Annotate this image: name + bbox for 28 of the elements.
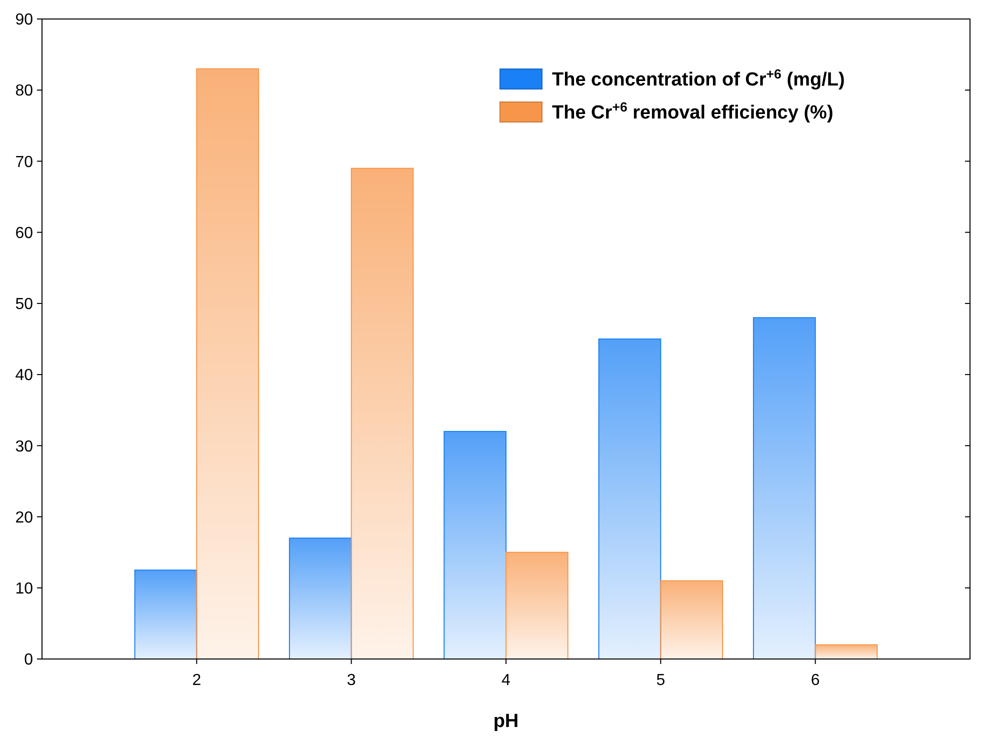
y-tick-label: 80 <box>15 82 34 100</box>
bar <box>288 538 352 660</box>
bar <box>444 430 506 660</box>
y-tick-label: 10 <box>15 580 34 598</box>
x-tick-label: 4 <box>502 672 511 689</box>
bar <box>350 168 414 660</box>
bar <box>506 552 568 660</box>
y-tick-label: 70 <box>15 154 34 171</box>
y-tick-label: 60 <box>15 224 34 242</box>
legend-label: The Cr$^{+6}$ removal efficiency (%) <box>552 99 834 124</box>
y-tick-label: 50 <box>15 296 34 314</box>
legend-label: The concentration of Cr$^{+6}$ (mg/L) <box>552 66 845 91</box>
bar <box>134 570 198 660</box>
x-tick-label: 6 <box>810 672 820 689</box>
x-tick-label: 2 <box>192 672 202 689</box>
y-tick-label: 20 <box>15 509 34 526</box>
bar <box>814 644 878 660</box>
y-tick-label: 40 <box>15 367 34 384</box>
x-tick-label: 3 <box>346 672 356 689</box>
bar <box>660 580 724 660</box>
y-tick-label: 0 <box>24 652 34 669</box>
bar <box>598 338 662 660</box>
x-tick-label: 5 <box>656 672 666 689</box>
y-tick-label: 90 <box>15 12 34 29</box>
bar <box>752 317 816 660</box>
y-tick-label: 30 <box>15 438 34 456</box>
bar <box>196 68 260 660</box>
x-axis-title: pH <box>493 711 519 732</box>
